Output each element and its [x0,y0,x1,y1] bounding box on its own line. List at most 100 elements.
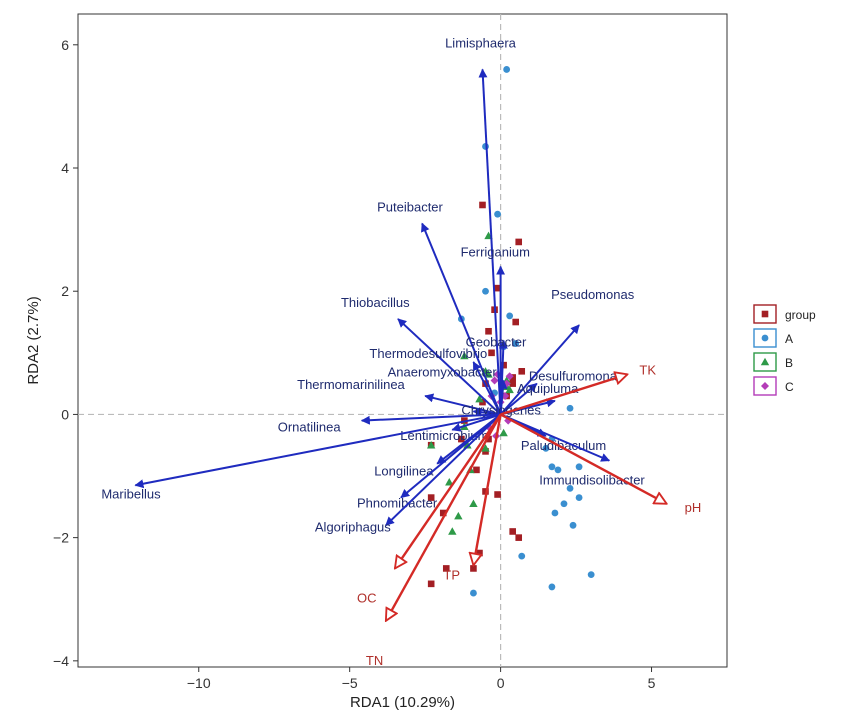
species-arrow [478,68,502,415]
species-arrow [500,413,611,462]
y-tick-label: 0 [61,406,69,422]
species-label: Thermomarinilinea [297,377,405,392]
env-label: pH [685,500,702,515]
point-b [454,511,463,520]
species-arrow [421,222,502,415]
y-tick-label: 6 [61,37,69,53]
legend-label: C [785,380,794,394]
point-a [506,312,514,320]
species-label: Limisphaera [445,35,517,50]
species-label: Phnomibacter [357,496,438,511]
species-label: Pseudomonas [551,287,635,302]
point-group [442,565,450,572]
point-group [458,435,465,443]
y-tick-label: −2 [53,530,69,546]
species-label: Anaeromyxobacter [388,365,498,380]
species-label: Algoriphagus [315,519,391,534]
point-group [500,361,507,369]
y-tick-label: 2 [61,283,69,299]
species-label: Lentimicrobium [400,428,488,443]
y-axis-title: RDA2 (2.7%) [25,296,42,384]
point-a [542,444,550,452]
legend-label: A [785,332,793,346]
point-a [548,583,556,591]
env-arrow [473,414,502,565]
legend-key-symbol [761,334,769,342]
point-group [515,238,523,246]
x-tick-label: 0 [497,675,505,691]
point-b [463,441,472,449]
env-arrow [500,374,628,416]
legend-label: group [785,308,816,322]
species-label: Longilinea [374,464,434,479]
species-label: Maribellus [101,486,161,501]
point-group [479,201,486,209]
point-group [485,327,492,335]
point-c [490,376,499,385]
point-a [560,500,568,508]
env-label: TN [366,653,383,668]
point-a [482,287,489,295]
plot-panel [77,13,728,668]
species-label: Immundisolibacter [539,473,645,488]
species-arrow [472,361,502,415]
species-arrow [499,324,580,416]
point-b [475,394,484,403]
species-label: Geobacter [466,335,527,350]
env-label: TK [639,362,656,377]
point-group [427,580,435,588]
point-group [494,491,501,498]
point-b [499,428,508,437]
species-label: Chrysiogenes [461,402,541,417]
point-b [445,477,454,486]
species-arrow [499,382,538,416]
point-group [509,374,516,381]
point-a [548,463,556,471]
x-tick-label: −5 [342,675,358,691]
point-group [485,435,492,443]
env-arrow [395,413,502,568]
point-group [482,488,489,495]
species-arrow [385,413,502,527]
species-label: Thiobacillus [341,295,410,310]
y-tick-label: −4 [53,653,69,669]
species-label: Ferriganium [461,245,530,260]
point-b [460,351,469,360]
point-group [509,528,516,535]
env-label: TP [443,567,460,582]
point-a [575,494,583,501]
point-group [518,368,526,375]
x-axis-title: RDA1 (10.29%) [350,694,455,711]
point-a [494,210,501,218]
point-group [509,380,516,387]
legend-label: B [785,356,793,370]
point-b [505,385,514,394]
x-tick-label: −10 [187,675,211,691]
point-a [566,404,574,412]
legend-key-symbol [761,310,769,318]
point-group [488,349,495,357]
point-b [448,527,457,535]
species-arrow [397,318,502,416]
point-b [426,441,436,449]
y-tick-label: 4 [61,160,69,176]
point-c [505,372,514,381]
species-label: Desulfuromonas [529,369,624,384]
point-group [473,466,480,474]
point-a [551,509,559,517]
species-arrow [134,413,501,489]
species-arrow [400,413,502,499]
env-arrow [500,413,667,505]
env-label: OC [357,590,377,605]
species-arrow [498,379,508,415]
point-b [469,499,478,508]
point-a [569,521,577,529]
point-a [575,463,583,471]
species-label: Ornatilinea [278,420,342,435]
point-a [518,552,526,560]
point-a [470,589,477,597]
species-label: Thermodesulfovibrio [369,346,487,361]
point-a [554,466,562,474]
